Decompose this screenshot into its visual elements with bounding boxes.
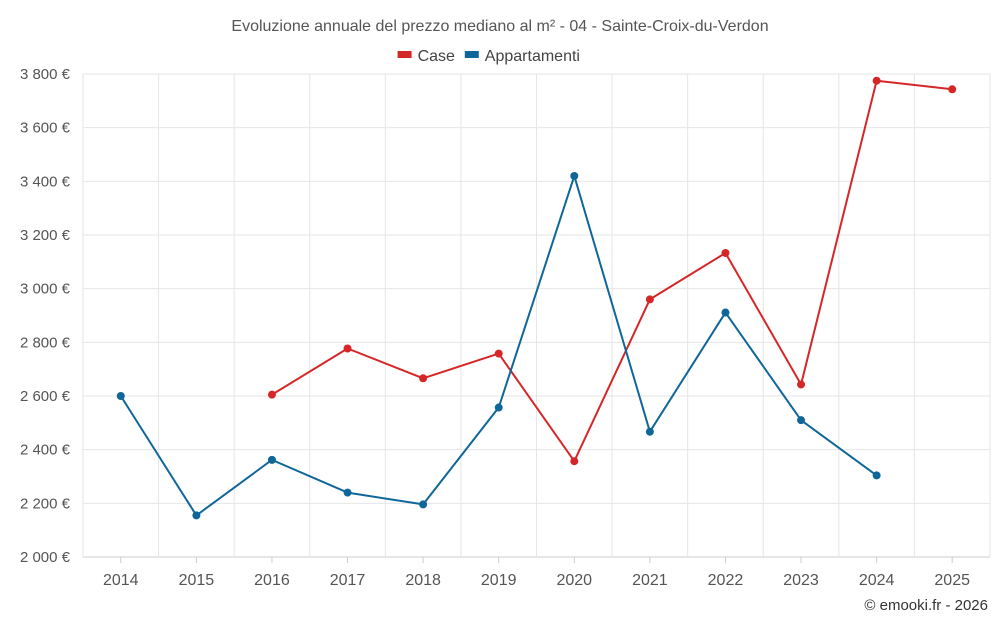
data-point[interactable] [797,380,806,389]
x-tick-label: 2023 [783,572,819,589]
data-point[interactable] [570,171,579,180]
legend-item-case[interactable]: Case [397,48,455,65]
data-point[interactable] [494,349,503,358]
data-point[interactable] [721,248,730,257]
y-tick-label: 2 800 € [20,334,71,351]
y-tick-label: 2 400 € [20,442,71,459]
data-point[interactable] [645,427,654,436]
copyright-text: © emooki.fr - 2026 [864,597,988,614]
data-point[interactable] [267,390,276,399]
x-tick-label: 2016 [254,572,290,589]
legend-swatch [397,51,412,58]
chart-legend: Case Appartamenti [397,48,580,65]
data-point[interactable] [570,457,579,466]
data-point[interactable] [797,416,806,425]
x-tick-label: 2024 [859,572,895,589]
data-point[interactable] [192,511,201,520]
y-tick-label: 3 200 € [20,227,71,244]
y-axis-ticks: 2 000 € 2 200 € 2 400 € 2 600 € 2 800 € 3 000… [20,66,71,566]
y-tick-label: 3 000 € [20,281,71,298]
legend-item-appartamenti[interactable]: Appartamenti [464,48,580,65]
x-tick-label: 2015 [179,572,215,589]
data-point[interactable] [343,488,352,497]
data-point[interactable] [116,392,125,400]
legend-label: Appartamenti [485,48,580,65]
x-tick-label: 2021 [632,572,668,589]
data-point[interactable] [494,403,503,412]
y-tick-label: 2 200 € [20,495,71,512]
y-tick-label: 2 600 € [20,388,71,405]
x-axis-ticks: 2014 2015 2016 2017 2018 2019 2020 2021 2022 2023… [103,572,970,589]
data-point[interactable] [872,471,881,480]
x-tick-label: 2019 [481,572,517,589]
series-layer [116,76,957,520]
y-tick-label: 3 400 € [20,173,71,190]
data-point[interactable] [419,500,428,509]
data-point[interactable] [419,374,428,383]
y-tick-label: 3 800 € [20,66,71,83]
series-appartamenti [116,171,881,520]
x-tick-label: 2018 [405,572,441,589]
data-point[interactable] [267,455,276,464]
data-point[interactable] [872,76,881,85]
x-tick-label: 2022 [708,572,744,589]
x-tick-label: 2025 [934,572,970,589]
data-point[interactable] [948,85,957,94]
legend-swatch [464,51,479,58]
x-tick-label: 2020 [556,572,592,589]
y-tick-label: 2 000 € [20,549,71,566]
series-case [267,76,957,466]
data-point[interactable] [721,308,730,317]
x-tick-label: 2014 [103,572,139,589]
chart-title: Evoluzione annuale del prezzo mediano al… [231,18,768,35]
legend-label: Case [418,48,455,65]
data-point[interactable] [645,295,654,304]
chart-grid [82,73,991,563]
data-point[interactable] [343,344,352,353]
y-tick-label: 3 600 € [20,120,71,137]
x-tick-label: 2017 [330,572,366,589]
series-line [271,79,953,463]
